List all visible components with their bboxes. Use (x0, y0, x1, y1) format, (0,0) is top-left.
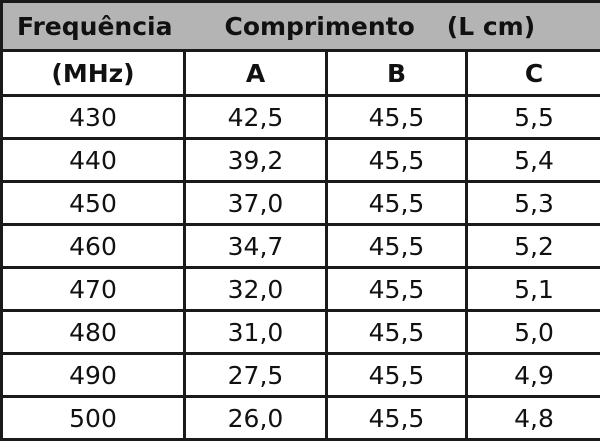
cell-length-c: 4,8 (467, 397, 600, 440)
header-length-label: Comprimento (224, 12, 414, 41)
table-row: 460 34,7 45,5 5,2 (2, 225, 600, 268)
table-row: 470 32,0 45,5 5,1 (2, 268, 600, 311)
table-row: 450 37,0 45,5 5,3 (2, 182, 600, 225)
cell-length-b: 45,5 (327, 397, 467, 440)
table-title-row: Frequência Comprimento (L cm) (2, 2, 600, 51)
table-row: 430 42,5 45,5 5,5 (2, 96, 600, 139)
cell-length-a: 34,7 (185, 225, 327, 268)
cell-length-b: 45,5 (327, 354, 467, 397)
cell-frequency: 480 (2, 311, 185, 354)
cell-frequency: 430 (2, 96, 185, 139)
frequency-length-table-container: Frequência Comprimento (L cm) (MHz) A B … (0, 0, 600, 409)
column-header-c: C (467, 51, 600, 96)
column-header-a: A (185, 51, 327, 96)
table-row: 490 27,5 45,5 4,9 (2, 354, 600, 397)
table-row: 440 39,2 45,5 5,4 (2, 139, 600, 182)
cell-length-c: 5,2 (467, 225, 600, 268)
cell-length-c: 5,1 (467, 268, 600, 311)
cell-frequency: 470 (2, 268, 185, 311)
cell-length-a: 32,0 (185, 268, 327, 311)
cell-length-a: 37,0 (185, 182, 327, 225)
header-frequency-label: Frequência (17, 12, 172, 41)
table-row: 480 31,0 45,5 5,0 (2, 311, 600, 354)
cell-length-b: 45,5 (327, 182, 467, 225)
cell-frequency: 500 (2, 397, 185, 440)
header-length-unit: (L cm) (447, 12, 535, 41)
table-column-header-row: (MHz) A B C (2, 51, 600, 96)
cell-length-c: 5,4 (467, 139, 600, 182)
table-title-cell: Frequência Comprimento (L cm) (2, 2, 600, 51)
cell-length-c: 5,0 (467, 311, 600, 354)
column-header-frequency-unit: (MHz) (2, 51, 185, 96)
cell-length-a: 31,0 (185, 311, 327, 354)
cell-length-b: 45,5 (327, 268, 467, 311)
cell-frequency: 450 (2, 182, 185, 225)
cell-length-c: 4,9 (467, 354, 600, 397)
cell-frequency: 460 (2, 225, 185, 268)
cell-length-a: 42,5 (185, 96, 327, 139)
table-row: 500 26,0 45,5 4,8 (2, 397, 600, 440)
cell-length-b: 45,5 (327, 311, 467, 354)
cell-length-c: 5,5 (467, 96, 600, 139)
cell-length-a: 26,0 (185, 397, 327, 440)
cell-length-a: 27,5 (185, 354, 327, 397)
column-header-b: B (327, 51, 467, 96)
cell-length-b: 45,5 (327, 139, 467, 182)
cell-length-b: 45,5 (327, 96, 467, 139)
cell-length-a: 39,2 (185, 139, 327, 182)
cell-frequency: 490 (2, 354, 185, 397)
cell-length-c: 5,3 (467, 182, 600, 225)
cell-length-b: 45,5 (327, 225, 467, 268)
cell-frequency: 440 (2, 139, 185, 182)
